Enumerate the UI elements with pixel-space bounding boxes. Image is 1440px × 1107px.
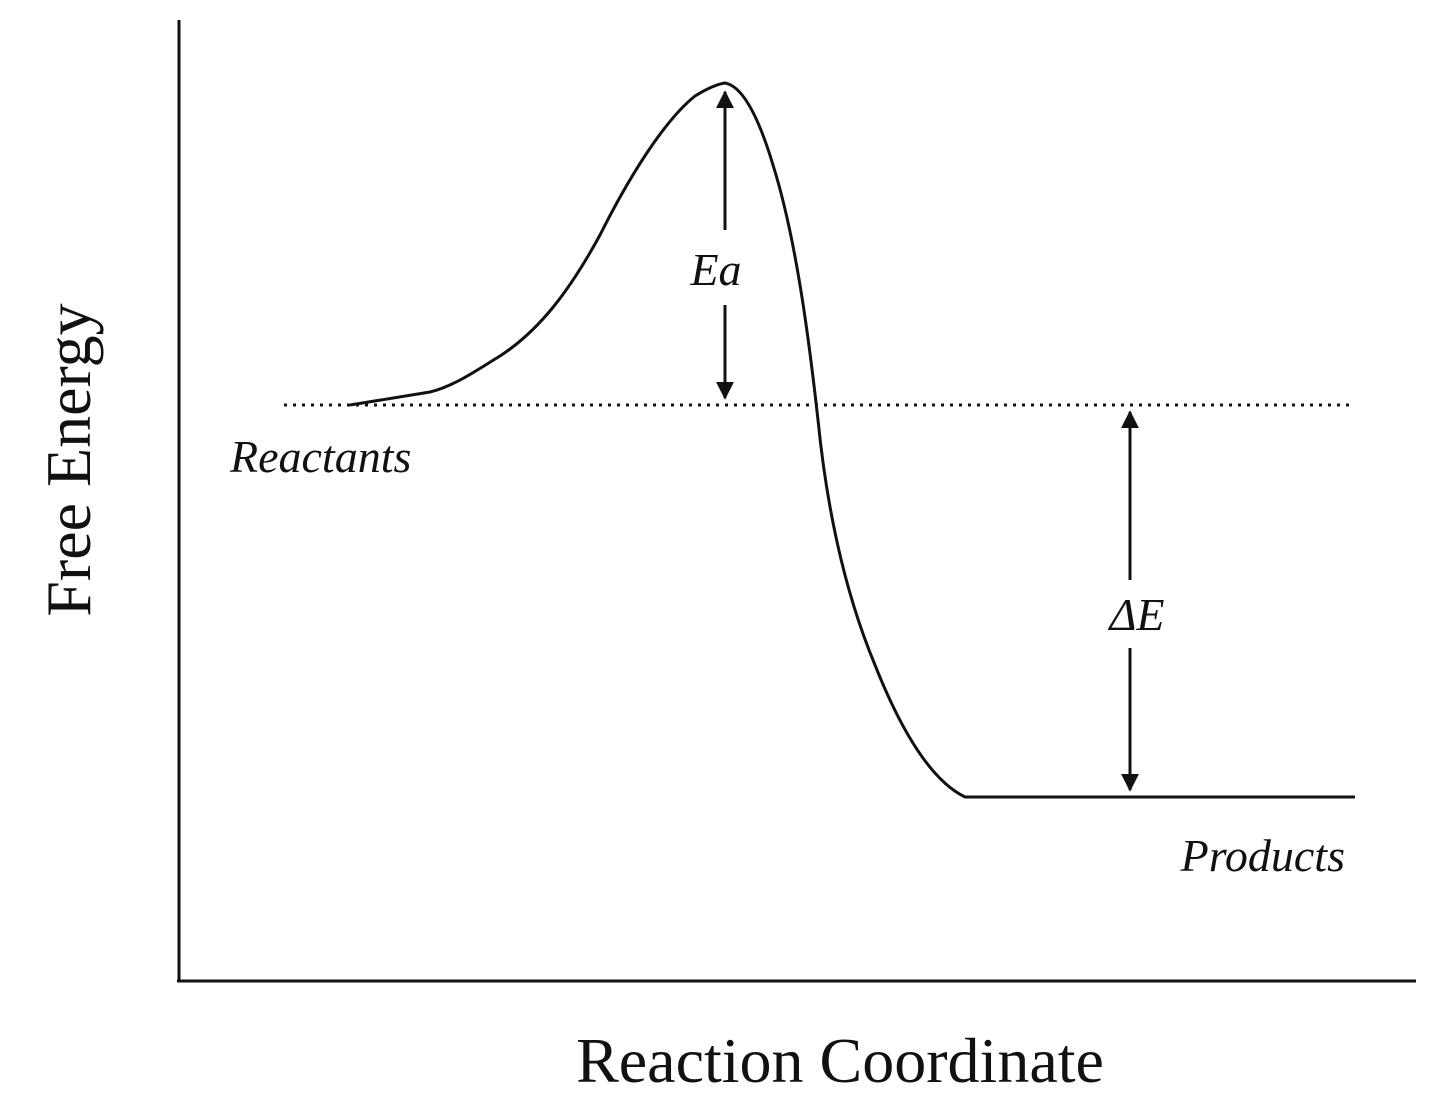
reactants-label: Reactants [229,431,411,482]
products-label: Products [1180,830,1345,881]
activation-energy-label: Ea [689,244,741,295]
delta-e-label: ΔE [1107,589,1164,640]
x-axis-title: Reaction Coordinate [576,1025,1104,1096]
y-axis-title: Free Energy [33,303,104,616]
energy-curve [349,81,1355,799]
